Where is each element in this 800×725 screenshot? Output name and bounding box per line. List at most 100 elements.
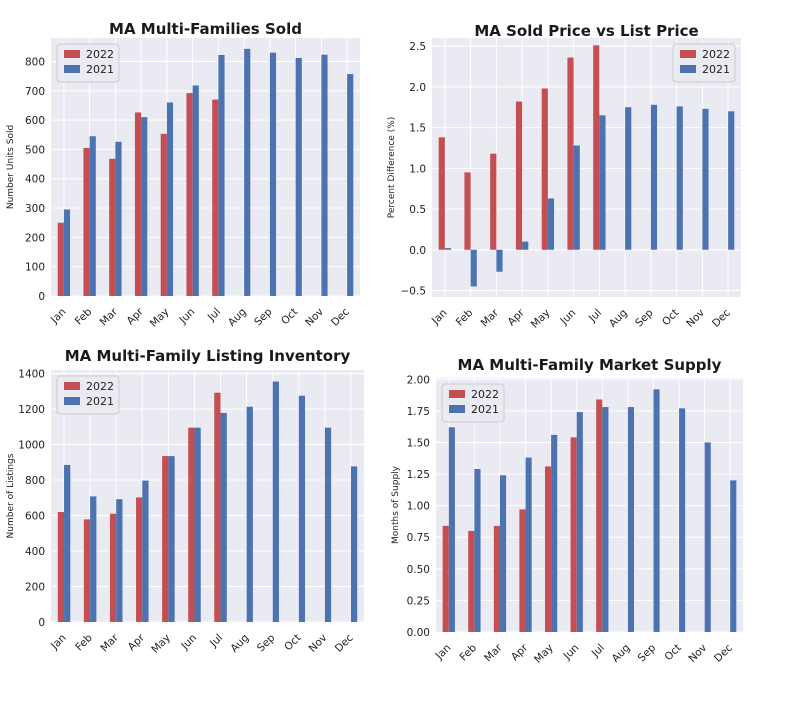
y-tick-label: 800 [25, 475, 45, 487]
y-tick-label: 0.50 [407, 564, 430, 576]
bar-2021-dec [350, 466, 358, 622]
bar-2021-jan [444, 248, 452, 250]
chart-title: MA Multi-Family Listing Inventory [65, 347, 351, 365]
x-tick-label: Jul [586, 307, 604, 325]
bar-2021-apr [522, 241, 529, 250]
bar-2022-feb [468, 530, 475, 632]
legend-swatch-2021 [449, 405, 465, 413]
x-tick-label: Mar [98, 305, 121, 328]
bar-2021-jul [218, 55, 225, 296]
x-tick-label: May [148, 306, 172, 330]
bar-2022-may [544, 466, 552, 632]
x-tick-label: May [529, 307, 553, 331]
y-tick-label: 0.25 [407, 595, 430, 607]
y-tick-label: 400 [25, 546, 45, 558]
bar-2021-apr [525, 457, 532, 632]
bar-2022-apr [134, 112, 142, 296]
x-tick-label: Nov [684, 307, 707, 330]
bar-2021-aug [246, 406, 253, 622]
x-tick-label: Jun [178, 632, 199, 653]
legend-swatch-2021 [680, 65, 696, 73]
bar-2022-feb [83, 147, 90, 296]
x-tick-label: Aug [610, 642, 633, 665]
y-tick-label: 1400 [18, 369, 45, 381]
legend-label-2022: 2022 [86, 380, 114, 393]
y-tick-label: 200 [25, 582, 45, 594]
x-tick-label: Mar [479, 306, 502, 329]
bar-2021-sep [272, 381, 279, 622]
bar-2022-feb [464, 172, 471, 250]
x-tick-label: Aug [228, 632, 251, 655]
legend-label-2021: 2021 [86, 395, 114, 408]
x-tick-label: Oct [660, 307, 681, 328]
legend: 2022 2021 [56, 43, 120, 83]
bar-2022-mar [493, 525, 500, 632]
x-tick-label: Feb [73, 632, 95, 654]
x-tick-label: Sep [636, 642, 659, 665]
x-tick-label: Feb [457, 642, 479, 664]
legend-label-2022: 2022 [471, 388, 499, 401]
legend-label-2021: 2021 [702, 63, 730, 76]
x-tick-label: Dec [710, 307, 733, 330]
bar-2022-jul [214, 392, 221, 622]
y-tick-label: 1.75 [407, 406, 430, 418]
bar-2021-jan [63, 209, 71, 296]
x-tick-label: Jul [207, 632, 225, 650]
bar-2021-sep [653, 389, 660, 632]
bar-2021-oct [679, 408, 686, 632]
bar-2021-sep [650, 104, 658, 250]
bar-2022-mar [490, 153, 497, 250]
y-tick-label: 1.00 [407, 501, 430, 513]
legend-swatch-2021 [64, 65, 80, 73]
y-tick-label: 2.00 [407, 374, 430, 386]
legend-swatch-2022 [680, 50, 696, 58]
bar-2021-dec [347, 74, 354, 296]
legend-label-2022: 2022 [702, 48, 730, 61]
chart-2: −0.5 0.0 0.5 1.0 1.5 2.0 2.5 Jan Feb Mar Apr May Jun… [387, 22, 741, 331]
x-tick-label: Apr [126, 631, 148, 653]
bar-2022-mar [109, 513, 117, 622]
y-tick-label: 0.5 [409, 204, 426, 216]
chart-3: 0 200 400 600 800 1000 1200 1400 Jan Feb Mar Apr May… [6, 347, 364, 656]
bar-2021-nov [324, 427, 332, 622]
x-tick-label: Nov [307, 632, 330, 655]
legend: 2022 2021 [56, 375, 120, 415]
y-tick-label: 700 [25, 86, 45, 98]
chart-1: 0 100 200 300 400 500 600 700 800 Jan Feb Mar Apr May… [6, 20, 360, 330]
x-tick-label: Oct [662, 642, 683, 663]
bar-2021-dec [728, 111, 735, 250]
bar-2021-jun [573, 145, 580, 250]
y-tick-label: 800 [25, 56, 45, 68]
bar-2021-feb [474, 468, 481, 632]
y-tick-label: 1.5 [409, 123, 426, 135]
legend: 2022 2021 [672, 43, 736, 83]
y-tick-label: 200 [25, 232, 45, 244]
bar-2022-jun [188, 427, 195, 622]
x-tick-label: Jan [429, 307, 450, 328]
bar-2021-nov [702, 108, 709, 250]
bar-2022-jan [438, 137, 445, 250]
x-tick-label: Apr [505, 306, 527, 328]
bar-2021-mar [115, 141, 122, 296]
y-tick-label: 2.5 [409, 41, 426, 53]
bar-2022-jan [57, 222, 64, 296]
y-tick-label: 600 [25, 511, 45, 523]
x-tick-label: Dec [712, 642, 735, 665]
x-tick-label: Jan [48, 306, 69, 327]
y-axis-label: Number Units Sold [6, 125, 16, 209]
bar-2021-jan [448, 427, 455, 632]
y-tick-label: 300 [25, 203, 45, 215]
chart-title: MA Sold Price vs List Price [474, 22, 698, 40]
bar-2022-jun [186, 93, 193, 296]
bar-2021-jul [220, 412, 227, 622]
y-axis-label: Number of Listings [6, 453, 16, 538]
x-tick-label: Nov [686, 642, 709, 665]
bar-2022-jan [57, 511, 65, 622]
bar-2021-mar [496, 249, 503, 272]
bar-2022-jul [212, 99, 219, 297]
bar-2021-dec [730, 480, 737, 632]
y-tick-label: 1000 [18, 440, 45, 452]
bar-2021-jul [602, 407, 609, 632]
chart-title: MA Multi-Family Market Supply [458, 356, 722, 374]
